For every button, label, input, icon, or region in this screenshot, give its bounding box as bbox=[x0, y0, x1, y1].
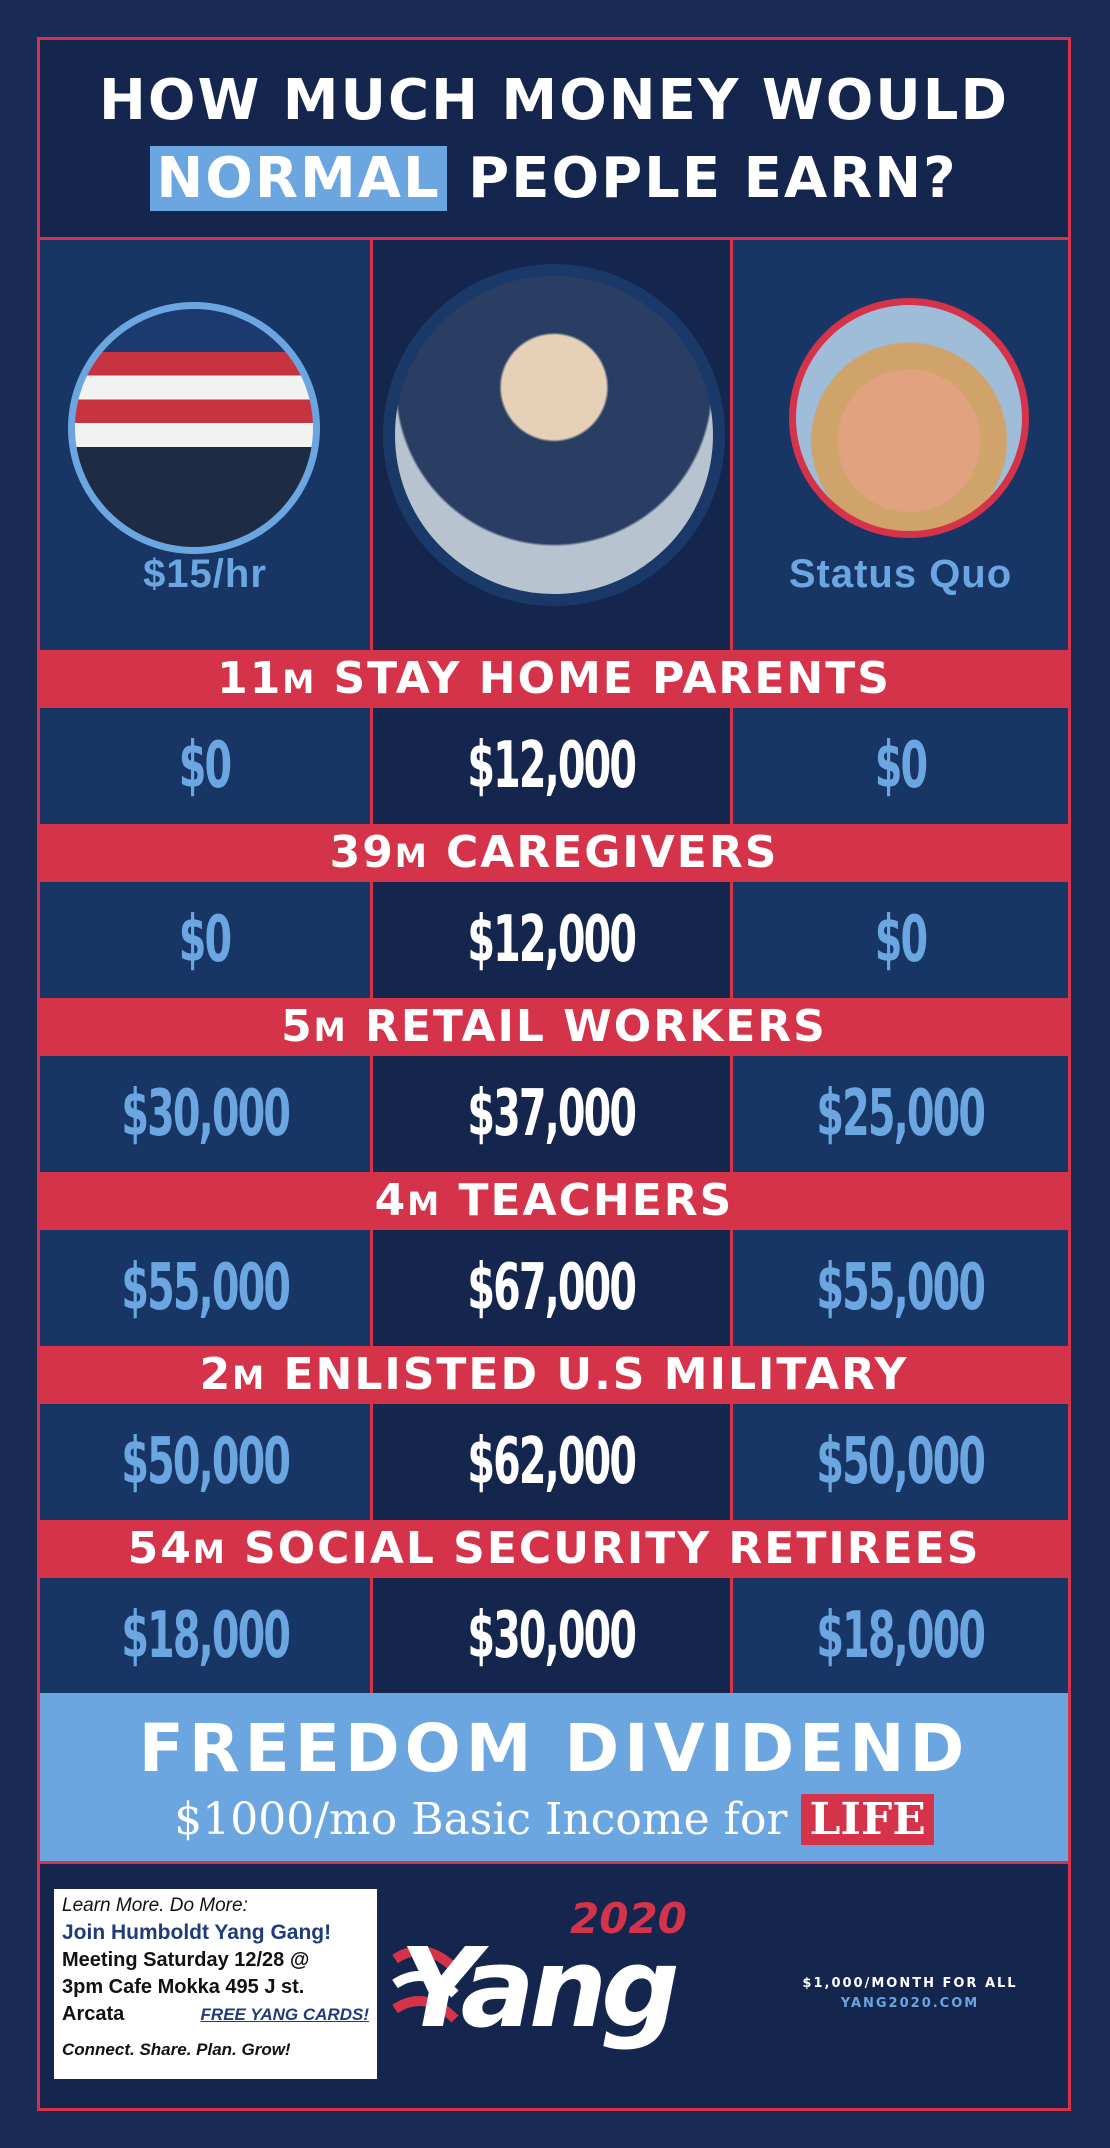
tagline-slogan: $1,000/MONTH FOR ALL bbox=[802, 1976, 1018, 1991]
value-right: $25,000 bbox=[733, 1056, 1068, 1172]
category-unit: M bbox=[313, 1011, 348, 1049]
candidate-photo-center bbox=[383, 264, 725, 606]
value-left: $0 bbox=[40, 882, 373, 998]
category-title: TEACHERS bbox=[441, 1175, 734, 1226]
title-highlight: NORMAL bbox=[150, 146, 447, 211]
value-center: $67,000 bbox=[373, 1230, 733, 1346]
value-right: $50,000 bbox=[733, 1404, 1068, 1520]
title-line-2: NORMAL PEOPLE EARN? bbox=[40, 140, 1068, 218]
card-meeting: Meeting Saturday 12/28 @ bbox=[62, 1949, 310, 1971]
category-title: SOCIAL SECURITY RETIREES bbox=[226, 1523, 981, 1574]
category-count: 2 bbox=[199, 1349, 233, 1400]
candidate-column-left: $15/hr bbox=[40, 240, 373, 650]
category-title: STAY HOME PARENTS bbox=[316, 653, 891, 704]
title-line-1: HOW MUCH MONEY WOULD bbox=[99, 68, 1009, 133]
values-row: $0 $12,000 $0 bbox=[40, 708, 1068, 824]
footer: Learn More. Do More: Join Humboldt Yang … bbox=[40, 1861, 1068, 2108]
value-right: $0 bbox=[733, 708, 1068, 824]
category-band: 54M SOCIAL SECURITY RETIREES bbox=[40, 1520, 1068, 1578]
infographic-frame: HOW MUCH MONEY WOULD NORMAL PEOPLE EARN?… bbox=[37, 37, 1071, 2111]
category-count: 4 bbox=[374, 1175, 408, 1226]
category-band: 39M CAREGIVERS bbox=[40, 824, 1068, 882]
value-center: $12,000 bbox=[373, 708, 733, 824]
candidate-column-center bbox=[373, 240, 733, 650]
candidate-photo-right bbox=[789, 298, 1029, 538]
page-title: HOW MUCH MONEY WOULD NORMAL PEOPLE EARN? bbox=[40, 40, 1068, 240]
card-motto: Connect. Share. Plan. Grow! bbox=[62, 2040, 291, 2059]
flag-stripes-icon bbox=[392, 1946, 459, 2023]
category-unit: M bbox=[282, 663, 317, 701]
category-title: ENLISTED U.S MILITARY bbox=[266, 1349, 909, 1400]
title-line-2-rest: PEOPLE EARN? bbox=[446, 146, 958, 211]
freedom-dividend-subtitle-text: $1000/mo Basic Income for bbox=[174, 1794, 802, 1845]
tagline: $1,000/MONTH FOR ALL YANG2020.COM bbox=[780, 1974, 1040, 2014]
category-title: RETAIL WORKERS bbox=[347, 1001, 827, 1052]
category-unit: M bbox=[407, 1185, 442, 1223]
value-center: $30,000 bbox=[373, 1578, 733, 1694]
candidate-photo-left bbox=[68, 302, 320, 554]
category-title: CAREGIVERS bbox=[428, 827, 779, 878]
value-left: $0 bbox=[40, 708, 373, 824]
website-link[interactable]: YANG2020.COM bbox=[840, 1996, 980, 2011]
yang-2020-logo: 2020 Yang bbox=[390, 1894, 770, 2084]
candidate-label-right: Status Quo bbox=[788, 552, 1013, 596]
value-left: $55,000 bbox=[40, 1230, 373, 1346]
card-city-row: Arcata FREE YANG CARDS! bbox=[62, 2001, 369, 2028]
logo-name: Yang bbox=[400, 1924, 680, 2052]
category-count: 39 bbox=[329, 827, 395, 878]
value-left: $50,000 bbox=[40, 1404, 373, 1520]
values-row: $50,000 $62,000 $50,000 bbox=[40, 1404, 1068, 1520]
value-right: $55,000 bbox=[733, 1230, 1068, 1346]
value-center: $37,000 bbox=[373, 1056, 733, 1172]
values-row: $0 $12,000 $0 bbox=[40, 882, 1068, 998]
value-center: $12,000 bbox=[373, 882, 733, 998]
freedom-dividend-emphasis: LIFE bbox=[801, 1794, 934, 1845]
category-count: 54 bbox=[127, 1523, 193, 1574]
card-intro: Learn More. Do More: bbox=[62, 1895, 248, 1916]
values-row: $30,000 $37,000 $25,000 bbox=[40, 1056, 1068, 1172]
value-left: $18,000 bbox=[40, 1578, 373, 1694]
category-unit: M bbox=[232, 1359, 267, 1397]
freedom-dividend-banner: FREEDOM DIVIDEND $1000/mo Basic Income f… bbox=[40, 1693, 1068, 1861]
value-right: $18,000 bbox=[733, 1578, 1068, 1694]
category-band: 11M STAY HOME PARENTS bbox=[40, 650, 1068, 708]
category-band: 5M RETAIL WORKERS bbox=[40, 998, 1068, 1056]
values-row: $18,000 $30,000 $18,000 bbox=[40, 1578, 1068, 1694]
freedom-dividend-subtitle: $1000/mo Basic Income for LIFE bbox=[40, 1793, 1068, 1847]
value-center: $62,000 bbox=[373, 1404, 733, 1520]
category-count: 11 bbox=[217, 653, 283, 704]
category-unit: M bbox=[394, 837, 429, 875]
category-band: 4M TEACHERS bbox=[40, 1172, 1068, 1230]
card-city: Arcata bbox=[62, 2003, 125, 2025]
category-count: 5 bbox=[281, 1001, 314, 1052]
category-band: 2M ENLISTED U.S MILITARY bbox=[40, 1346, 1068, 1404]
freedom-dividend-title: FREEDOM DIVIDEND bbox=[138, 1710, 970, 1787]
value-right: $0 bbox=[733, 882, 1068, 998]
value-left: $30,000 bbox=[40, 1056, 373, 1172]
values-row: $55,000 $67,000 $55,000 bbox=[40, 1230, 1068, 1346]
candidate-column-right: Status Quo bbox=[733, 240, 1068, 650]
card-location: 3pm Cafe Mokka 495 J st. bbox=[62, 1976, 305, 1998]
category-unit: M bbox=[192, 1533, 227, 1571]
candidate-label-left: $15/hr bbox=[143, 552, 267, 596]
event-card: Learn More. Do More: Join Humboldt Yang … bbox=[54, 1889, 377, 2079]
logo-year: 2020 bbox=[570, 1894, 687, 1943]
candidates-row: $15/hr Status Quo bbox=[40, 240, 1068, 650]
card-heading: Join Humboldt Yang Gang! bbox=[62, 1921, 332, 1944]
free-cards-link[interactable]: FREE YANG CARDS! bbox=[200, 2005, 369, 2024]
